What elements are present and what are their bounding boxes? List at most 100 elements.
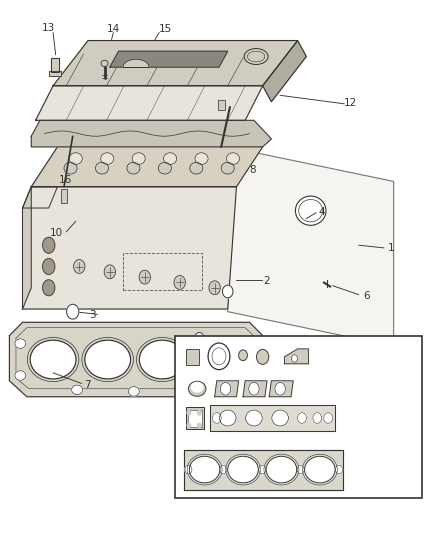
Circle shape	[174, 276, 185, 289]
Circle shape	[104, 265, 116, 279]
Circle shape	[275, 382, 286, 395]
Polygon shape	[22, 187, 57, 208]
Circle shape	[297, 465, 304, 474]
Polygon shape	[22, 187, 31, 309]
Bar	[51, 58, 59, 72]
Ellipse shape	[127, 163, 140, 174]
Polygon shape	[53, 41, 297, 86]
Bar	[49, 71, 60, 76]
Text: 3: 3	[89, 310, 95, 320]
Ellipse shape	[219, 410, 236, 426]
Bar	[188, 409, 202, 426]
Text: 6: 6	[363, 290, 370, 301]
Circle shape	[297, 413, 306, 423]
Ellipse shape	[189, 456, 220, 483]
Circle shape	[220, 465, 227, 474]
Circle shape	[220, 382, 231, 395]
Bar	[123, 253, 201, 290]
Ellipse shape	[195, 153, 208, 165]
Circle shape	[223, 285, 233, 298]
Ellipse shape	[194, 340, 240, 379]
Circle shape	[194, 333, 204, 344]
Ellipse shape	[101, 153, 114, 165]
Ellipse shape	[158, 163, 171, 174]
Circle shape	[187, 423, 191, 427]
Circle shape	[239, 350, 247, 361]
Polygon shape	[35, 86, 263, 120]
Text: 5: 5	[241, 340, 247, 350]
Text: 7: 7	[84, 379, 91, 390]
Ellipse shape	[163, 153, 177, 165]
Ellipse shape	[101, 60, 108, 67]
Circle shape	[185, 465, 192, 474]
Text: 14: 14	[107, 24, 120, 34]
Ellipse shape	[15, 370, 26, 380]
Circle shape	[198, 410, 201, 415]
Circle shape	[67, 304, 79, 319]
Text: 1: 1	[388, 243, 395, 253]
Text: 4: 4	[318, 207, 325, 217]
Polygon shape	[22, 187, 237, 309]
Ellipse shape	[272, 410, 288, 426]
Bar	[49, 71, 60, 76]
Circle shape	[212, 413, 221, 423]
Polygon shape	[228, 147, 394, 346]
Bar	[175, 336, 422, 498]
Text: 9: 9	[408, 430, 414, 440]
Text: 12: 12	[343, 98, 357, 108]
Circle shape	[291, 355, 297, 362]
Ellipse shape	[226, 153, 240, 165]
Ellipse shape	[128, 386, 139, 396]
Ellipse shape	[188, 381, 206, 396]
Polygon shape	[31, 120, 272, 147]
Polygon shape	[31, 147, 263, 187]
Ellipse shape	[233, 376, 244, 385]
Bar	[186, 407, 204, 429]
Polygon shape	[210, 405, 335, 431]
Polygon shape	[215, 381, 239, 397]
Bar	[60, 189, 67, 203]
Ellipse shape	[304, 456, 335, 483]
Circle shape	[249, 382, 259, 395]
Ellipse shape	[64, 163, 77, 174]
Text: 2: 2	[264, 276, 270, 286]
Polygon shape	[263, 41, 306, 102]
Circle shape	[336, 465, 343, 474]
Text: 15: 15	[159, 24, 172, 34]
Ellipse shape	[221, 163, 234, 174]
Ellipse shape	[139, 340, 185, 379]
Circle shape	[139, 270, 150, 284]
Ellipse shape	[72, 385, 82, 394]
Ellipse shape	[132, 153, 145, 165]
Ellipse shape	[244, 49, 268, 64]
Circle shape	[74, 260, 85, 273]
Ellipse shape	[15, 339, 26, 349]
Text: 8: 8	[250, 165, 256, 175]
Circle shape	[257, 350, 269, 365]
Polygon shape	[243, 381, 267, 397]
Circle shape	[187, 410, 191, 415]
Ellipse shape	[42, 237, 55, 253]
Ellipse shape	[42, 259, 55, 274]
Ellipse shape	[191, 382, 203, 392]
Circle shape	[209, 281, 220, 295]
Bar	[218, 100, 225, 110]
Ellipse shape	[295, 196, 326, 225]
Bar	[186, 349, 199, 365]
Bar	[218, 100, 225, 110]
Polygon shape	[10, 322, 263, 397]
Circle shape	[313, 413, 321, 423]
Polygon shape	[269, 381, 293, 397]
Ellipse shape	[183, 386, 194, 396]
Ellipse shape	[266, 456, 297, 483]
Polygon shape	[285, 349, 308, 364]
Circle shape	[198, 423, 201, 427]
Ellipse shape	[69, 153, 82, 165]
Polygon shape	[110, 51, 228, 67]
Ellipse shape	[235, 336, 246, 346]
Text: 16: 16	[59, 175, 72, 185]
Polygon shape	[123, 59, 149, 67]
Polygon shape	[184, 450, 343, 490]
Ellipse shape	[228, 456, 258, 483]
Text: 10: 10	[50, 228, 63, 238]
